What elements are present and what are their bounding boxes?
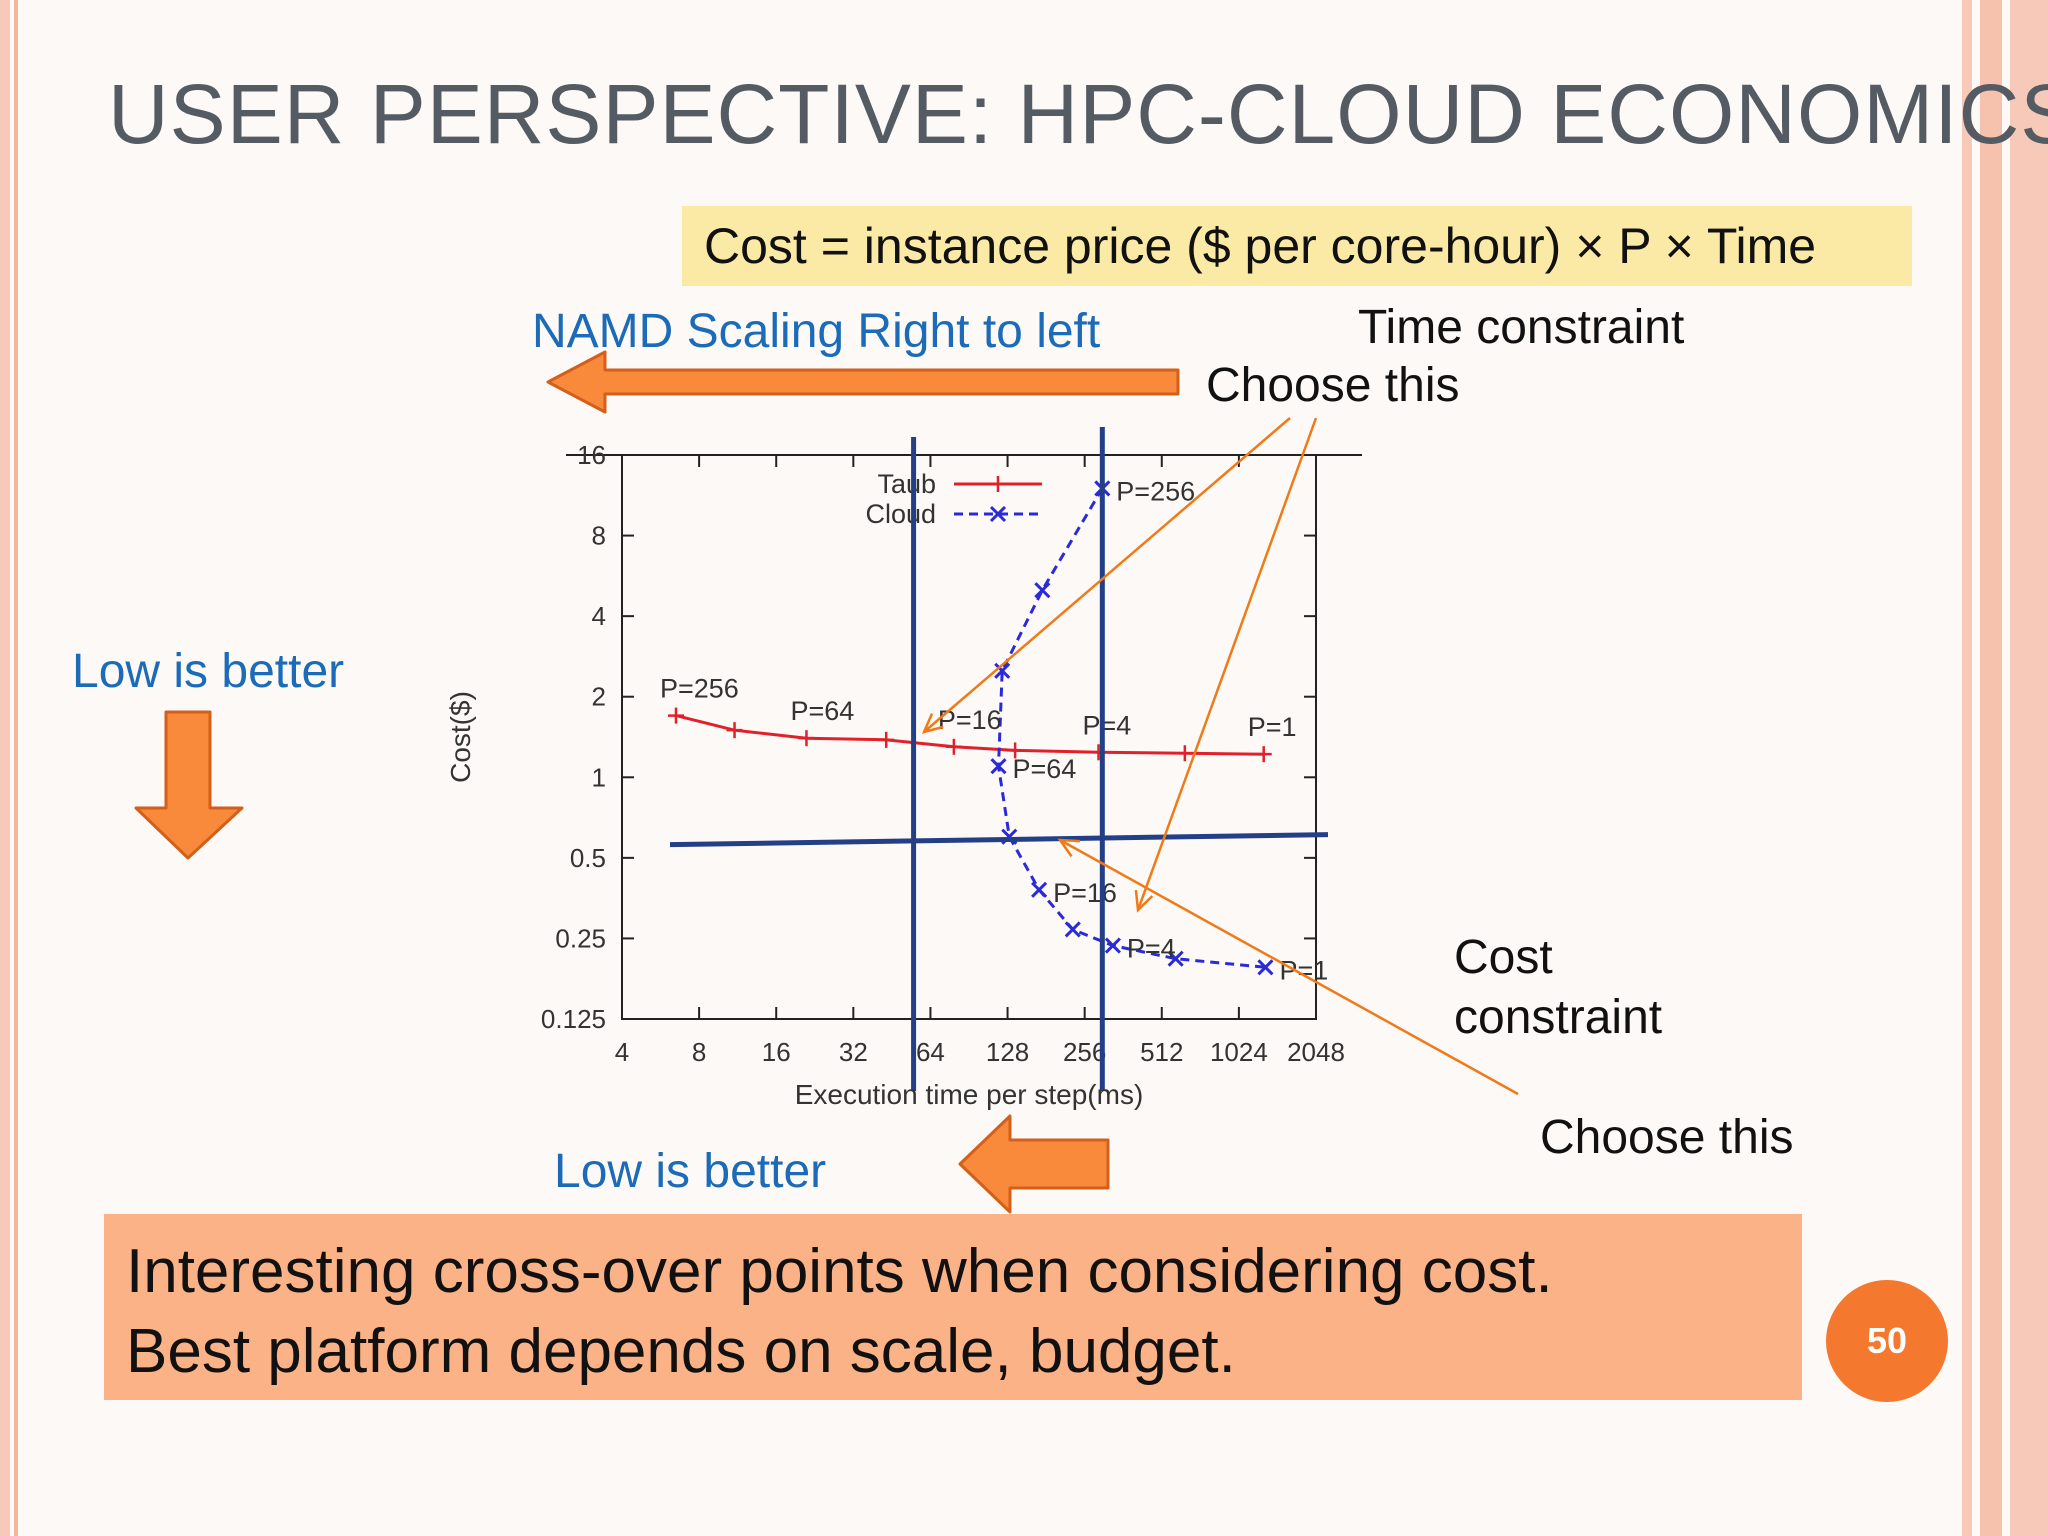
data-point-cloud	[1064, 921, 1081, 938]
pointer-choose-this-taub	[923, 417, 1291, 733]
y-tick-label: 8	[592, 521, 606, 551]
choose-this-top-label: Choose this	[1206, 359, 1460, 412]
pointer-choose-this-cost	[1059, 838, 1519, 1096]
point-label-cloud: P=16	[1053, 878, 1117, 908]
data-point-cloud	[1257, 959, 1274, 976]
point-label-cloud: P=4	[1127, 934, 1176, 964]
y-tick-label: 1	[592, 762, 606, 792]
x-tick-label: 8	[692, 1037, 706, 1067]
right-border-stripe	[1962, 0, 1972, 1536]
x-tick-label: 256	[1063, 1037, 1106, 1067]
summary-line-2: Best platform depends on scale, budget.	[126, 1317, 1236, 1386]
namd-scaling-label: NAMD Scaling Right to left	[532, 305, 1101, 358]
pointer-choose-this-taub-head	[921, 713, 944, 734]
right-border-stripe-mid	[1980, 0, 2002, 1536]
pointer-choose-this-cloud	[1136, 417, 1318, 911]
data-point-taub	[726, 722, 743, 739]
x-tick-label: 2048	[1287, 1037, 1345, 1067]
low-is-better-left-arrow-icon	[958, 1114, 1110, 1214]
point-label-cloud: P=1	[1279, 955, 1328, 985]
point-label-taub: P=16	[938, 705, 1002, 735]
summary-box: Interesting cross-over points when consi…	[104, 1214, 1802, 1400]
data-point-taub	[668, 707, 685, 724]
x-tick-label: 512	[1140, 1037, 1183, 1067]
x-tick-label: 4	[615, 1037, 629, 1067]
low-is-better-down-arrow-icon	[134, 710, 244, 860]
data-point-taub	[878, 731, 895, 748]
cost-constraint-label-line2: constraint	[1454, 991, 1663, 1044]
data-point-cloud	[1034, 582, 1051, 599]
point-label-taub: P=4	[1083, 710, 1132, 740]
low-is-better-bottom-label: Low is better	[554, 1145, 827, 1198]
point-label-cloud: P=256	[1116, 476, 1195, 506]
cost-formula-box: Cost = instance price ($ per core-hour) …	[682, 206, 1912, 286]
page-number-badge: 50	[1826, 1280, 1948, 1402]
y-tick-label: 2	[592, 682, 606, 712]
y-tick-label: 0.125	[541, 1004, 606, 1034]
cost-constraint-label-line1: Cost	[1454, 931, 1553, 984]
y-tick-label: 0.5	[570, 843, 606, 873]
x-axis-title: Execution time per step(ms)	[795, 1079, 1144, 1110]
data-point-cloud	[1104, 937, 1121, 954]
x-tick-label: 64	[916, 1037, 945, 1067]
data-point-taub	[1007, 742, 1024, 759]
y-tick-label: 4	[592, 601, 606, 631]
cost-constraint-line	[669, 832, 1329, 848]
x-tick-label: 16	[762, 1037, 791, 1067]
low-is-better-left-label: Low is better	[72, 645, 345, 698]
x-tick-label: 128	[986, 1037, 1029, 1067]
x-tick-label: 32	[839, 1037, 868, 1067]
data-point-cloud	[990, 758, 1007, 775]
right-border-stripe-outer	[2010, 0, 2048, 1536]
data-point-taub	[945, 738, 962, 755]
y-tick-label: 0.25	[555, 923, 606, 953]
point-label-taub: P=256	[660, 674, 739, 704]
namd-scaling-left-arrow-icon	[546, 350, 1180, 414]
pointer-choose-this-cloud-head	[1134, 889, 1154, 913]
plot-frame	[621, 454, 1317, 1020]
left-border-stripe	[0, 0, 10, 1536]
y-tick-label: 16	[577, 440, 606, 470]
data-point-cloud	[994, 662, 1011, 679]
series-line-cloud	[996, 487, 1266, 969]
point-label-taub: P=1	[1248, 712, 1297, 742]
left-border-stripe-inner	[14, 0, 18, 1536]
choose-this-bottom-label: Choose this	[1540, 1111, 1794, 1164]
time-constraint-label: Time constraint	[1358, 301, 1685, 354]
point-label-taub: P=64	[790, 696, 854, 726]
point-label-cloud: P=64	[1013, 754, 1077, 784]
data-point-cloud	[1031, 881, 1048, 898]
data-point-taub	[1176, 745, 1193, 762]
legend-label-taub: Taub	[877, 469, 936, 499]
pointer-choose-this-cost-head	[1057, 838, 1081, 858]
legend-label-cloud: Cloud	[865, 499, 936, 529]
x-tick-label: 1024	[1210, 1037, 1268, 1067]
data-point-cloud	[1167, 950, 1184, 967]
summary-line-1: Interesting cross-over points when consi…	[126, 1237, 1553, 1306]
data-point-taub	[1255, 746, 1272, 763]
slide-title: USER PERSPECTIVE: HPC-CLOUD ECONOMICS	[108, 67, 2048, 161]
y-axis-title: Cost($)	[445, 691, 476, 783]
data-point-taub	[798, 730, 815, 747]
